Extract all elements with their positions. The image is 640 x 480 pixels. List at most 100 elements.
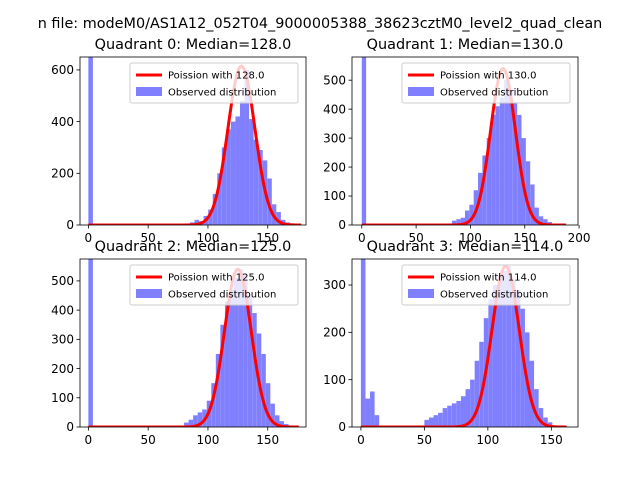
histogram-bar — [460, 396, 466, 427]
x-tick-label: 50 — [141, 433, 156, 447]
histogram-bar — [229, 289, 235, 427]
histogram-bar — [469, 204, 474, 225]
y-tick-label: 400 — [51, 303, 74, 317]
y-tick-label: 300 — [51, 333, 74, 347]
histogram-bar — [265, 383, 271, 427]
histogram-bar — [456, 219, 461, 225]
poisson-model-line — [87, 64, 303, 225]
histogram-bar — [488, 299, 493, 427]
legend-bar-swatch — [408, 87, 434, 96]
legend: Poission with 128.0 Observed distribution — [129, 62, 299, 104]
histogram-bar — [499, 97, 505, 225]
histogram-bar — [220, 324, 225, 427]
x-tick-label: 150 — [256, 433, 279, 447]
x-tick-label: 0 — [85, 433, 93, 447]
y-tick-label: 500 — [51, 274, 74, 288]
histogram-bar — [438, 412, 443, 427]
y-tick-label: 200 — [323, 160, 346, 174]
histogram-bar — [239, 100, 245, 225]
y-tick-label: 100 — [51, 391, 74, 405]
subplot-quadrant-1: 0 50 100 150 200 0 100 200 300 400 500 Quadrant 1: … — [323, 37, 590, 245]
y-tick-label: 100 — [323, 373, 346, 387]
histogram-bar — [267, 178, 272, 225]
histogram-bar — [361, 57, 367, 225]
histogram-bar — [517, 114, 522, 225]
y-tick-label: 0 — [338, 218, 346, 232]
histogram-bar — [211, 383, 216, 427]
histogram-bar — [508, 88, 513, 225]
histogram-bar — [534, 389, 539, 427]
histogram-bar — [465, 210, 470, 225]
histogram-bar — [221, 147, 227, 225]
histogram-bar — [208, 209, 213, 225]
histogram-bar — [465, 389, 471, 427]
axes-frame — [351, 258, 579, 428]
histogram-bar — [492, 285, 498, 427]
histogram-bar — [470, 379, 475, 427]
histogram-bar — [88, 259, 93, 427]
subplot-title: Quadrant 2: Median=125.0 — [95, 239, 292, 255]
histogram-bar — [276, 212, 281, 225]
histogram-bar — [370, 391, 375, 427]
legend-entry-observed: Observed distribution — [168, 290, 276, 301]
histogram-bar — [495, 106, 500, 225]
plot-area — [360, 259, 568, 427]
histogram-bar — [230, 121, 236, 225]
legend-bar-swatch — [136, 289, 162, 298]
legend-box — [401, 62, 571, 104]
histogram-bar — [238, 269, 244, 427]
y-tick-label: 0 — [66, 420, 74, 434]
histogram-bar — [491, 114, 496, 225]
y-tick-label: 100 — [323, 189, 346, 203]
y-tick-label: 0 — [338, 420, 346, 434]
histogram-bar — [442, 408, 448, 427]
histogram-bar — [543, 219, 548, 225]
plot-area — [360, 57, 567, 225]
x-tick-label: 150 — [256, 231, 279, 245]
axes-frame — [351, 56, 579, 226]
x-tick-label: 100 — [196, 231, 219, 245]
subplot-title: Quadrant 3: Median=114.0 — [367, 239, 564, 255]
histogram-bar — [360, 259, 366, 427]
histogram-bar — [502, 270, 507, 427]
histogram-bar — [525, 161, 531, 225]
x-tick-label: 150 — [540, 433, 563, 447]
histogram-bar — [243, 275, 248, 427]
histogram-bar — [88, 57, 93, 225]
x-tick-label: 0 — [357, 433, 365, 447]
histogram-bar — [365, 398, 371, 427]
x-tick-label: 50 — [141, 231, 156, 245]
histogram-bar — [479, 341, 484, 427]
legend-entry-model: Poission with 128.0 — [168, 71, 264, 82]
poisson-model-line — [360, 67, 567, 225]
histogram-bar — [374, 415, 380, 427]
figure-title: n file: modeM0/AS1A12_052T04_9000005388_… — [38, 16, 603, 32]
y-tick-label: 0 — [66, 218, 74, 232]
histogram-bar — [249, 119, 254, 225]
histogram-bar — [547, 422, 553, 427]
legend-entry-observed: Observed distribution — [440, 290, 548, 301]
histogram-bar — [486, 138, 492, 225]
y-tick-label: 600 — [51, 63, 74, 77]
x-tick-label: 0 — [358, 231, 366, 245]
legend-box — [129, 62, 299, 104]
histogram-bar — [497, 275, 503, 427]
histogram-bar — [193, 415, 198, 427]
histogram-bar — [511, 280, 516, 427]
histogram-bar — [538, 408, 544, 427]
histogram-bar — [474, 360, 480, 427]
y-tick-label: 200 — [323, 326, 346, 340]
legend: Poission with 130.0 Observed distribution — [401, 62, 571, 104]
x-tick-label: 50 — [408, 231, 423, 245]
histogram-bar — [447, 405, 452, 427]
x-tick-label: 100 — [459, 231, 482, 245]
histogram-bar — [534, 207, 539, 225]
x-tick-label: 150 — [513, 231, 536, 245]
histogram-bar — [184, 422, 189, 427]
histogram-bar — [224, 301, 230, 427]
y-tick-label: 500 — [323, 73, 346, 87]
x-tick-label: 50 — [417, 433, 432, 447]
subplot-title: Quadrant 1: Median=130.0 — [367, 37, 564, 53]
histogram-bar — [226, 129, 231, 225]
